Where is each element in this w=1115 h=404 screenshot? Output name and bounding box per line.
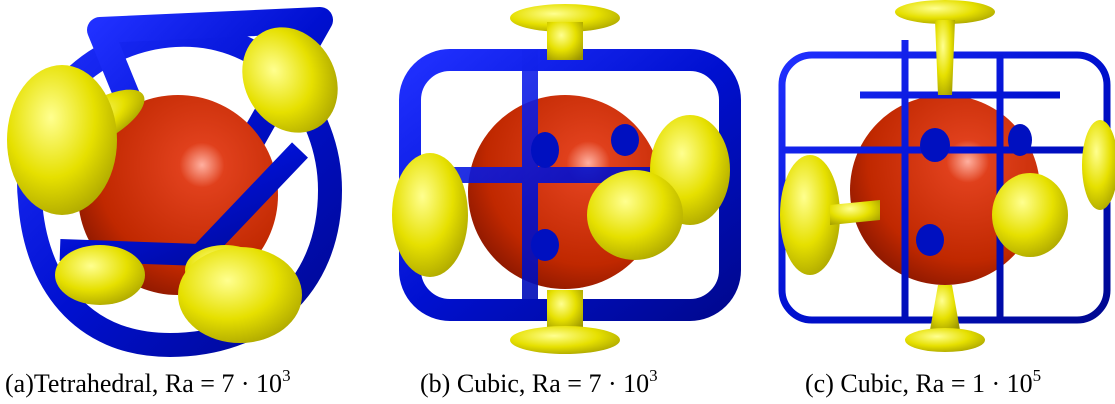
caption-text: (a)Tetrahedral, Ra = 7 · 10 [5, 369, 282, 398]
caption-exponent: 5 [1033, 366, 1042, 385]
panel-b-render [392, 4, 741, 354]
caption: (c) Cubic, Ra = 1 · 105 [805, 366, 1041, 398]
caption: (a)Tetrahedral, Ra = 7 · 103 [5, 366, 291, 398]
caption: (b) Cubic, Ra = 7 · 103 [420, 366, 658, 398]
caption-exponent: 3 [282, 366, 291, 385]
caption-exponent: 3 [649, 366, 658, 385]
panel-c-render [778, 0, 1115, 352]
panel-a-render [7, 7, 343, 358]
caption-text: (c) Cubic, Ra = 1 · 10 [805, 369, 1033, 398]
caption-text: (b) Cubic, Ra = 7 · 10 [420, 369, 649, 398]
